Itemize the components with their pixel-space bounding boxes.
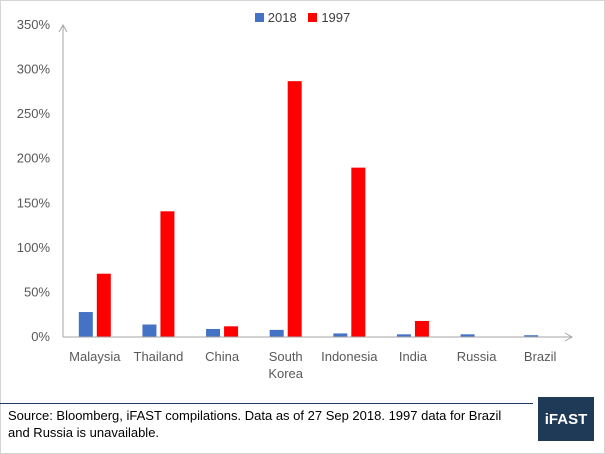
bar-1997 bbox=[414, 320, 429, 337]
bar-2018 bbox=[333, 333, 348, 337]
bar-2018 bbox=[269, 329, 284, 337]
bar-1997 bbox=[224, 326, 239, 337]
x-tick-label: South bbox=[269, 349, 303, 364]
bar-2018 bbox=[206, 328, 221, 337]
x-tick-label: Malaysia bbox=[69, 349, 121, 364]
bar-1997 bbox=[287, 81, 302, 337]
legend-label-2018: 2018 bbox=[267, 10, 297, 25]
footer: Source: Bloomberg, iFAST compilations. D… bbox=[0, 397, 605, 454]
x-tick-label: Korea bbox=[268, 366, 303, 381]
legend-swatch-1997 bbox=[308, 13, 318, 22]
legend-label-1997: 1997 bbox=[321, 10, 351, 25]
x-tick-label: China bbox=[205, 349, 240, 364]
bar-2018 bbox=[142, 324, 157, 337]
bar-2018 bbox=[78, 312, 93, 337]
x-tick-label: Brazil bbox=[524, 349, 557, 364]
footer-divider bbox=[0, 403, 533, 404]
ifast-logo: iFAST bbox=[538, 397, 594, 441]
bar-2018 bbox=[460, 334, 475, 337]
y-tick-label: 200% bbox=[17, 151, 51, 166]
legend: 2018 1997 bbox=[0, 10, 605, 25]
y-tick-label: 0% bbox=[31, 329, 50, 344]
x-tick-label: India bbox=[399, 349, 428, 364]
x-tick-label: Russia bbox=[457, 349, 498, 364]
y-tick-label: 350% bbox=[17, 17, 51, 32]
y-tick-label: 50% bbox=[24, 284, 50, 299]
legend-swatch-2018 bbox=[254, 13, 264, 22]
source-note: Source: Bloomberg, iFAST compilations. D… bbox=[8, 408, 502, 440]
y-axis-arrowhead bbox=[58, 23, 68, 33]
y-tick-label: 150% bbox=[17, 195, 51, 210]
y-tick-label: 300% bbox=[17, 62, 51, 77]
x-tick-label: Indonesia bbox=[321, 349, 378, 364]
x-axis-arrowhead bbox=[564, 332, 574, 342]
bar-1997 bbox=[351, 167, 366, 337]
y-tick-label: 100% bbox=[17, 240, 51, 255]
bar-chart: 0% 50% 100% 150% 200% 250% 300% 350% Malaysia Tha… bbox=[17, 17, 574, 381]
x-tick-label: Thailand bbox=[134, 349, 184, 364]
legend-item-2018: 2018 bbox=[254, 10, 297, 25]
bar-1997 bbox=[160, 211, 175, 337]
bar-2018 bbox=[396, 334, 411, 337]
legend-item-1997: 1997 bbox=[308, 10, 350, 25]
bar-1997 bbox=[96, 273, 111, 337]
bar-2018 bbox=[524, 335, 539, 337]
y-tick-label: 250% bbox=[17, 106, 51, 121]
